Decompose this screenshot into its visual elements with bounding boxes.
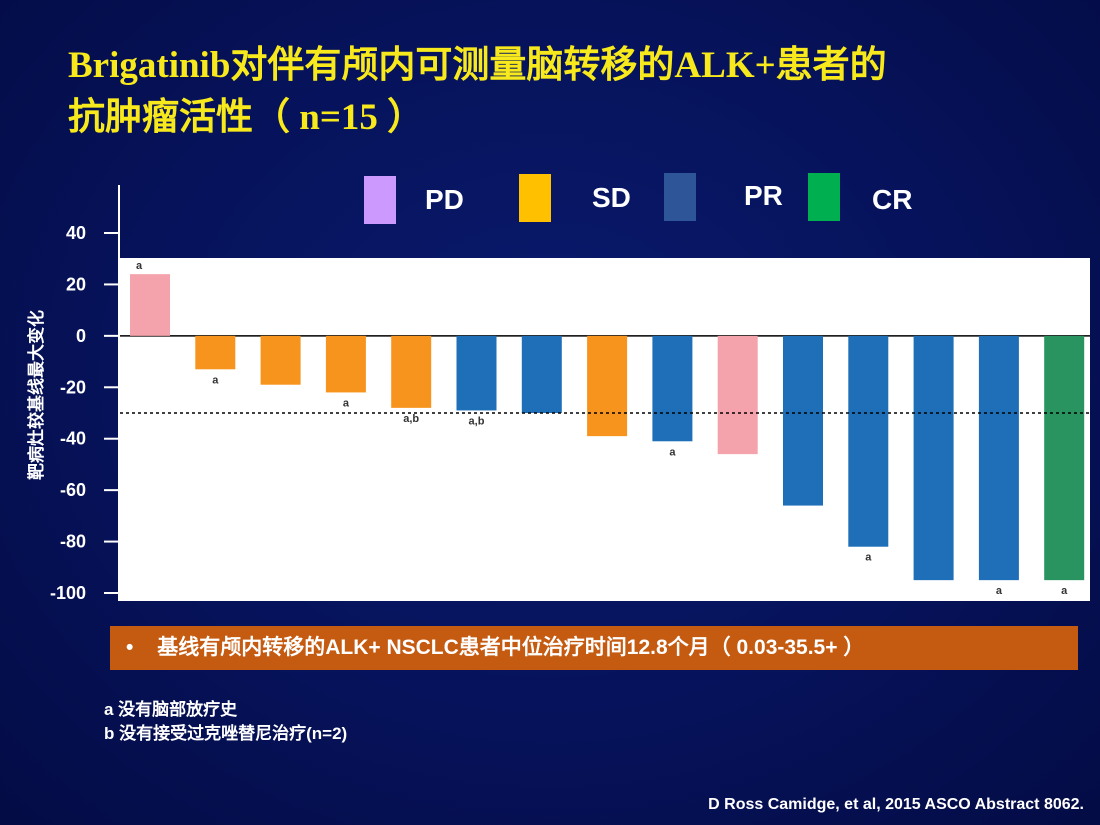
bar-10: [717, 335, 758, 455]
y-tick-label: -100: [50, 583, 86, 603]
bar-6: [456, 335, 497, 411]
banner-text: 基线有颅内转移的ALK+ NSCLC患者中位治疗时间12.8个月（ 0.03-3…: [157, 636, 865, 659]
footnote-a: a 没有脑部放疗史: [104, 700, 238, 719]
bar-note-1: a: [136, 260, 143, 272]
source-citation: D Ross Camidge, et al, 2015 ASCO Abstrac…: [708, 796, 1084, 813]
y-tick-label: 20: [66, 274, 86, 294]
legend-label-pr: PR: [744, 180, 783, 211]
summary-banner: • 基线有颅内转移的ALK+ NSCLC患者中位治疗时间12.8个月（ 0.03…: [110, 626, 1078, 670]
bar-8: [587, 335, 628, 437]
bar-15: [1044, 335, 1085, 581]
y-tick-label: -80: [60, 532, 86, 552]
bars-group: a a a a,b a,b a a a a: [120, 260, 1090, 597]
legend-swatch-cr: [808, 173, 840, 221]
bar-11: [783, 335, 823, 506]
bar-12: [848, 335, 889, 547]
bar-note-2: a: [212, 374, 219, 386]
y-tick-label: -40: [60, 429, 86, 449]
legend-swatch-sd: [519, 174, 551, 222]
y-tick-label: -20: [60, 377, 86, 397]
y-tick-label: 40: [66, 223, 86, 243]
title-line-2: 抗肿瘤活性（ n=15 ）: [68, 97, 425, 138]
bar-note-4: a: [343, 397, 350, 409]
bar-note-12: a: [865, 552, 872, 564]
footnotes: a 没有脑部放疗史 b 没有接受过克唑替尼治疗(n=2): [104, 698, 347, 746]
y-axis: 40 20 0 -20 -40 -60 -80 -100: [50, 185, 120, 603]
bar-5: [391, 335, 432, 408]
bar-4: [325, 335, 366, 393]
waterfall-chart: PD SD PR CR 40 20 0 -20 -40 -60 -80 -100 a a a a,b a,b…: [26, 173, 1090, 603]
legend-label-sd: SD: [592, 182, 631, 213]
legend-label-pd: PD: [425, 184, 464, 215]
footnote-b: b 没有接受过克唑替尼治疗(n=2): [104, 724, 348, 743]
y-tick-label: 0: [76, 326, 86, 346]
banner-bullet: •: [126, 636, 134, 659]
legend-swatch-pr: [664, 173, 696, 221]
legend-label-cr: CR: [872, 184, 912, 215]
y-tick-label: -60: [60, 480, 86, 500]
legend-swatch-pd: [364, 176, 396, 224]
bar-14: [978, 335, 1019, 581]
bar-note-15: a: [1061, 585, 1068, 597]
bar-9: [652, 335, 693, 442]
bar-7: [521, 335, 562, 413]
title-line-1: Brigatinib对伴有颅内可测量脑转移的ALK+患者的: [68, 45, 887, 86]
bar-13: [913, 335, 954, 581]
slide-title: Brigatinib对伴有颅内可测量脑转移的ALK+患者的 抗肿瘤活性（ n=1…: [68, 40, 1078, 144]
bar-1: [130, 274, 170, 336]
chart-legend: PD SD PR CR: [364, 173, 912, 224]
bar-note-9: a: [669, 446, 676, 458]
y-axis-label: 靶病灶较基线最大变化: [26, 310, 46, 480]
bar-note-5: a,b: [403, 413, 419, 425]
bar-2: [195, 335, 236, 370]
bar-3: [260, 335, 301, 385]
bar-note-14: a: [996, 585, 1003, 597]
bar-note-6: a,b: [469, 415, 485, 427]
